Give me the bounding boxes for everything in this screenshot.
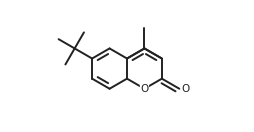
Text: O: O: [182, 84, 190, 94]
Text: O: O: [140, 84, 149, 94]
